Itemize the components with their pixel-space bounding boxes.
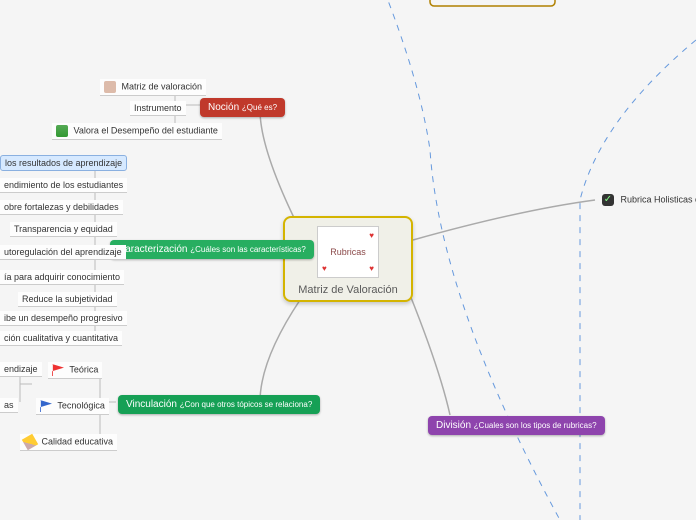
flag-blue-icon	[40, 400, 52, 412]
heart-icon: ♥	[369, 231, 374, 240]
leaf-label: obre fortalezas y debilidades	[4, 202, 119, 212]
vinc-child-calidad[interactable]: Calidad educativa	[20, 434, 117, 451]
carac-child-8[interactable]: ción cualitativa y cuantitativa	[0, 331, 122, 346]
vinc-child-as[interactable]: as	[0, 398, 18, 413]
leaf-label: ía para adquirir conocimiento	[4, 272, 120, 282]
central-node[interactable]: ♥ ♥ ♥ Rubricas Matriz de Valoración	[283, 216, 413, 302]
leaf-label: los resultados de aprendizaje	[5, 158, 122, 168]
checkbox-icon: ✓	[602, 194, 614, 206]
vinculacion-node[interactable]: Vinculación ¿Con que otros tópicos se re…	[118, 395, 320, 414]
leaf-label: Rubrica Holisticas o Globales	[621, 194, 696, 204]
leaf-label: as	[4, 400, 14, 410]
central-title: Matriz de Valoración	[298, 284, 397, 296]
division-sub: ¿Cuales son los tipos de rubricas?	[474, 421, 597, 430]
vinculacion-label: Vinculación	[126, 399, 177, 410]
nocion-child-valora[interactable]: Valora el Desempeño del estudiante	[52, 123, 222, 140]
division-node[interactable]: División ¿Cuales son los tipos de rubric…	[428, 416, 605, 435]
leaf-label: Transparencia y equidad	[14, 224, 113, 234]
leaf-label: endimiento de los estudiantes	[4, 180, 123, 190]
leaf-label: Instrumento	[134, 103, 182, 113]
vinculacion-sub: ¿Con que otros tópicos se relaciona?	[180, 400, 313, 409]
leaf-label: Teórica	[69, 364, 98, 374]
central-image-label: Rubricas	[330, 247, 366, 257]
carac-child-3[interactable]: Transparencia y equidad	[10, 222, 117, 237]
carac-child-0[interactable]: los resultados de aprendizaje	[0, 155, 127, 171]
carac-child-7[interactable]: ibe un desempeño progresivo	[0, 311, 127, 326]
caracterizacion-sub: ¿Cuáles son las características?	[190, 245, 306, 254]
carac-child-5[interactable]: ía para adquirir conocimiento	[0, 270, 124, 285]
carac-child-6[interactable]: Reduce la subjetividad	[18, 292, 117, 307]
nocion-child-matriz[interactable]: Matriz de valoración	[100, 79, 206, 96]
caracterizacion-label: Caracterización	[118, 244, 187, 255]
vinc-child-aprendizaje[interactable]: endizaje	[0, 362, 42, 377]
division-child[interactable]: ✓ Rubrica Holisticas o Globales	[598, 192, 696, 208]
pencil-icon	[22, 434, 38, 450]
vinc-child-tecnologica[interactable]: Tecnológica	[36, 398, 109, 415]
nocion-node[interactable]: Noción ¿Qué es?	[200, 98, 285, 117]
leaf-label: Calidad educativa	[42, 436, 114, 446]
division-label: División	[436, 420, 471, 431]
leaf-label: utoregulación del aprendizaje	[4, 247, 122, 257]
vinc-child-teorica[interactable]: Teórica	[48, 362, 102, 379]
heart-icon: ♥	[322, 264, 327, 273]
nocion-child-instrumento[interactable]: Instrumento	[130, 101, 186, 116]
leaf-label: ción cualitativa y cuantitativa	[4, 333, 118, 343]
leaf-label: Tecnológica	[57, 400, 105, 410]
leaf-label: Matriz de valoración	[122, 81, 203, 91]
carac-child-2[interactable]: obre fortalezas y debilidades	[0, 200, 123, 215]
flag-red-icon	[52, 364, 64, 376]
nocion-sub: ¿Qué es?	[242, 103, 277, 112]
leaf-label: ibe un desempeño progresivo	[4, 313, 123, 323]
folder-icon	[104, 81, 116, 93]
central-image: ♥ ♥ ♥ Rubricas	[317, 226, 379, 278]
leaf-label: Valora el Desempeño del estudiante	[74, 125, 218, 135]
book-icon	[56, 125, 68, 137]
leaf-label: endizaje	[4, 364, 38, 374]
caracterizacion-node[interactable]: Caracterización ¿Cuáles son las caracter…	[110, 240, 314, 259]
carac-child-4[interactable]: utoregulación del aprendizaje	[0, 245, 126, 260]
leaf-label: Reduce la subjetividad	[22, 294, 113, 304]
heart-icon: ♥	[369, 264, 374, 273]
nocion-label: Noción	[208, 102, 239, 113]
carac-child-1[interactable]: endimiento de los estudiantes	[0, 178, 127, 193]
